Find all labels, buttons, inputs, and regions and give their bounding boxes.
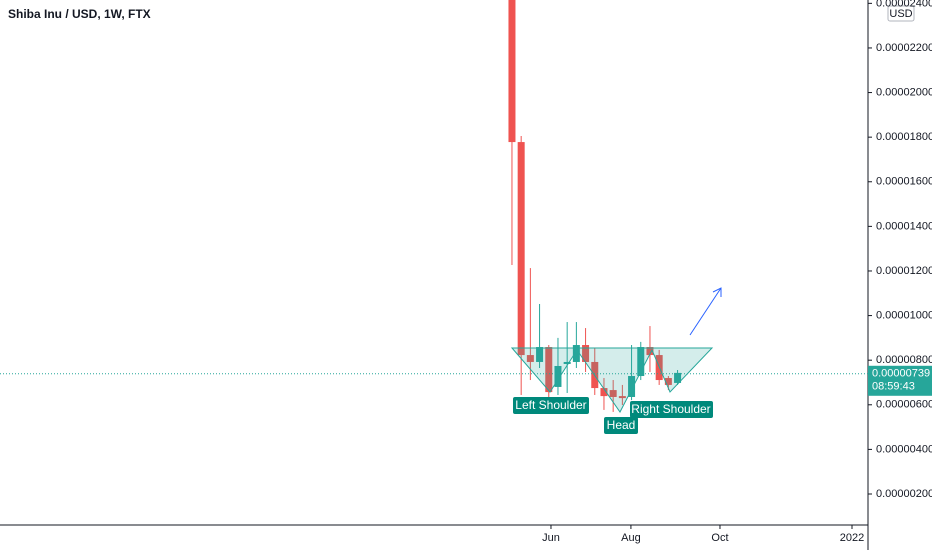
candle-body xyxy=(563,361,571,364)
candle-body xyxy=(572,345,580,362)
annotation-box xyxy=(604,417,638,434)
x-tick-label: Oct xyxy=(711,532,728,544)
annotation: Left Shoulder xyxy=(515,398,586,412)
candle-body xyxy=(536,347,544,362)
y-tick-label: 0.00002000 xyxy=(876,86,932,98)
y-tick-label: 0.00001400 xyxy=(876,220,932,232)
y-tick-label: 0.00002200 xyxy=(876,42,932,54)
countdown: 08:59:43 xyxy=(872,381,915,393)
y-tick-label: 0.00001200 xyxy=(876,265,932,277)
annotation-box xyxy=(630,401,713,418)
candle-body xyxy=(600,388,608,397)
annotation: Head xyxy=(607,418,636,432)
last-price-box xyxy=(868,365,932,396)
arrow-head xyxy=(712,287,722,297)
candle-body xyxy=(664,378,672,385)
candle-body xyxy=(637,347,645,377)
candle-body xyxy=(674,372,682,383)
candle-body xyxy=(582,345,590,362)
arrow-line xyxy=(689,287,722,336)
y-tick-label: 0.00000200 xyxy=(876,488,932,500)
annotation: Right Shoulder xyxy=(631,402,710,416)
last-price-label: 0.00000739 xyxy=(872,368,930,380)
x-tick-label: Jun xyxy=(542,532,560,544)
y-tick-label: 0.00001000 xyxy=(876,309,932,321)
pattern-shape xyxy=(510,347,714,413)
x-tick-label: Aug xyxy=(621,532,641,544)
y-tick-label: 0.00000400 xyxy=(876,443,932,455)
y-tick-label: 0.00000800 xyxy=(876,354,932,366)
chart-title: Shiba Inu / USD, 1W, FTX xyxy=(8,7,151,21)
candle-body xyxy=(517,142,525,356)
candle-body xyxy=(508,0,516,143)
y-tick-label: 0.00001800 xyxy=(876,131,932,143)
y-tick-label: 0.00001600 xyxy=(876,176,932,188)
y-tick-label: 0.00002400 xyxy=(876,0,932,9)
x-tick-label: 2022 xyxy=(840,532,864,544)
candle-body xyxy=(545,347,553,393)
candle-body xyxy=(628,376,636,397)
y-tick-label: 0.00000600 xyxy=(876,399,932,411)
currency-box xyxy=(887,5,915,22)
annotation-box xyxy=(513,397,589,414)
pattern: Left Shoulder Head Right Shoulder xyxy=(510,287,722,434)
candle-body xyxy=(618,396,626,399)
candle-body xyxy=(609,390,617,397)
currency: USD xyxy=(889,8,912,20)
candle-body xyxy=(646,347,654,356)
candle-body xyxy=(554,365,562,387)
candle-body xyxy=(526,355,534,362)
